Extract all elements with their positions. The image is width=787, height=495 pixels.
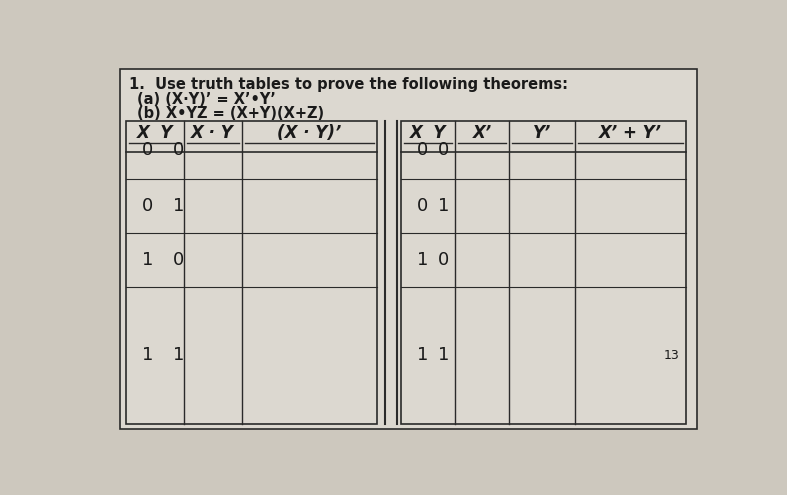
Text: 1: 1	[142, 346, 153, 364]
Text: 1: 1	[438, 346, 449, 364]
Text: 1: 1	[172, 197, 184, 215]
Text: 0: 0	[172, 250, 184, 269]
Text: 0: 0	[438, 141, 449, 159]
Text: X’ + Y’: X’ + Y’	[599, 124, 662, 143]
Text: 0: 0	[142, 197, 153, 215]
Bar	[401, 121, 685, 424]
Text: 0: 0	[142, 141, 153, 159]
Text: 0: 0	[416, 197, 428, 215]
Text: (b) X•YZ = (X+Y)(X+Z): (b) X•YZ = (X+Y)(X+Z)	[137, 105, 324, 121]
Text: 1: 1	[416, 250, 428, 269]
Text: X’: X’	[472, 124, 492, 143]
Text: X · Y: X · Y	[191, 124, 234, 143]
Text: 1: 1	[172, 346, 184, 364]
Text: 0: 0	[438, 250, 449, 269]
Text: 13: 13	[664, 348, 680, 361]
Text: X  Y: X Y	[409, 124, 446, 143]
Text: 1: 1	[416, 346, 428, 364]
Text: (X · Y)’: (X · Y)’	[277, 124, 342, 143]
Bar	[125, 121, 378, 424]
Text: X  Y: X Y	[136, 124, 173, 143]
Text: Y’: Y’	[533, 124, 551, 143]
Text: 1: 1	[142, 250, 153, 269]
Text: 1.  Use truth tables to prove the following theorems:: 1. Use truth tables to prove the followi…	[129, 77, 568, 92]
Text: 0: 0	[416, 141, 428, 159]
Text: (a) (X·Y)’ = X’•Y’: (a) (X·Y)’ = X’•Y’	[137, 92, 276, 107]
Text: 0: 0	[172, 141, 184, 159]
Text: 1: 1	[438, 197, 449, 215]
